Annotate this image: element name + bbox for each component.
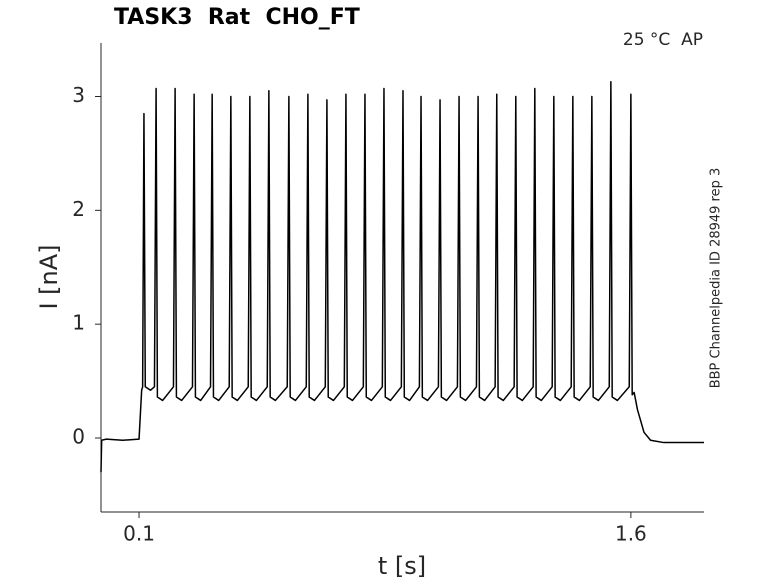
x-tick-label: 0.1 — [123, 522, 155, 546]
y-tick-label: 0 — [72, 425, 85, 449]
x-axis-label: t [s] — [378, 552, 426, 580]
chart-title: TASK3 Rat CHO_FT — [114, 5, 360, 30]
x-tick-label: 1.6 — [615, 522, 647, 546]
annotation: 25 °C AP — [623, 30, 703, 50]
y-tick-label: 3 — [72, 83, 85, 107]
trace — [100, 80, 704, 473]
y-tick-label: 1 — [72, 311, 85, 335]
y-axis-label: I [nA] — [35, 244, 63, 309]
side-note: BBP Channelpedia ID 28949 rep 3 — [709, 168, 724, 389]
y-tick-label: 2 — [72, 197, 85, 221]
